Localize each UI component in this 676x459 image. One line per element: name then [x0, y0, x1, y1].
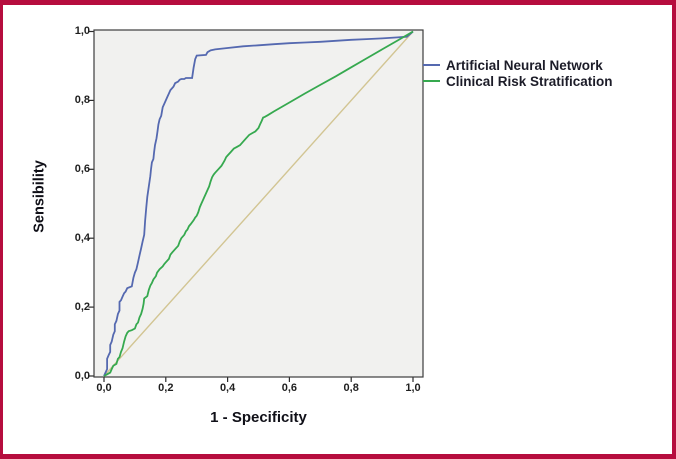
x-tick-label: 0,0: [96, 382, 112, 394]
x-tick-label: 0,4: [219, 382, 236, 394]
y-tick-label: 0,2: [74, 300, 90, 313]
tick-marks: [88, 30, 414, 382]
y-tick-label: 0,6: [74, 162, 90, 175]
legend-line-swatch: [423, 64, 440, 66]
crs-curve: [103, 30, 414, 377]
x-axis-title: 1 - Specificity: [210, 409, 307, 426]
legend-label: Clinical Risk Stratification: [446, 73, 613, 89]
x-tick-label: 0,2: [158, 382, 174, 394]
y-tick-label: 0,8: [74, 93, 90, 106]
roc-chart: 0,0 0,2 0,4 0,6 0,8 1,0 0,0 0,2 0,4 0,6 0,8 1,0 Se…: [3, 5, 672, 454]
y-axis-title: Sensibility: [31, 160, 48, 233]
legend-entry: Clinical Risk Stratification: [423, 73, 613, 89]
legend-line-swatch: [423, 80, 440, 82]
reference-line: [103, 31, 414, 377]
x-tick-label: 1,0: [405, 382, 421, 394]
legend: Artificial Neural Network Clinical Risk S…: [423, 57, 613, 89]
ann-curve: [103, 30, 414, 377]
x-tick-label: 0,8: [343, 382, 359, 394]
y-tick-label: 0,0: [74, 369, 90, 382]
legend-entry: Artificial Neural Network: [423, 57, 613, 73]
legend-label: Artificial Neural Network: [446, 57, 603, 73]
y-tick-label: 1,0: [74, 25, 90, 37]
y-tick-label: 0,4: [74, 231, 90, 244]
x-tick-label: 0,6: [281, 382, 298, 394]
plot-svg: [88, 29, 424, 382]
